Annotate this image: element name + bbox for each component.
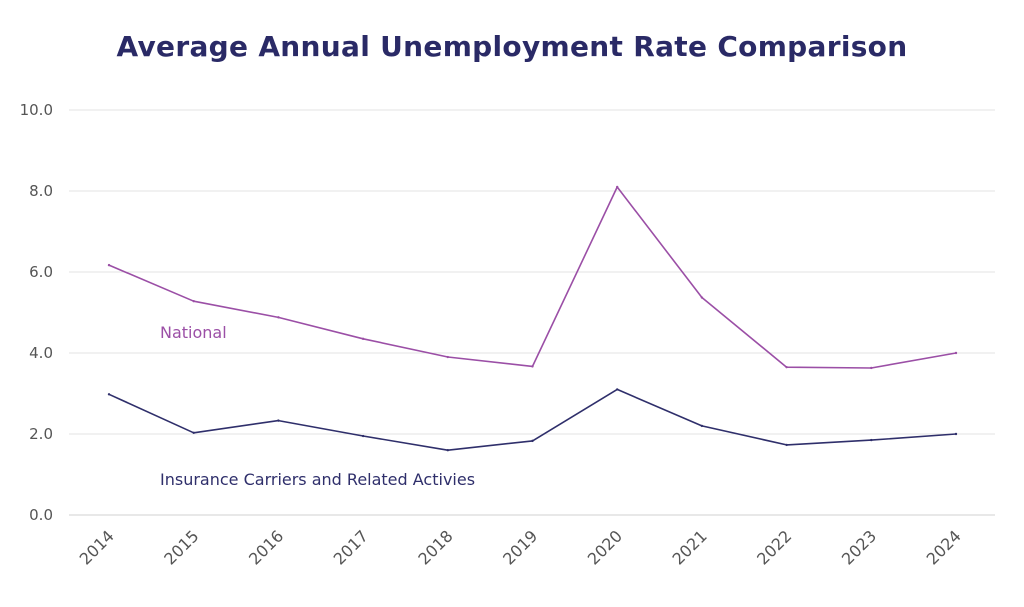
y-tick-label: 2.0 bbox=[29, 425, 53, 443]
data-point bbox=[107, 393, 111, 396]
series-label-insurance: Insurance Carriers and Related Activies bbox=[160, 470, 475, 489]
y-tick-label: 4.0 bbox=[29, 344, 53, 362]
data-point bbox=[277, 316, 280, 319]
x-tick-label: 2016 bbox=[245, 526, 287, 568]
data-point bbox=[785, 365, 788, 369]
data-point bbox=[700, 424, 704, 428]
x-tick-label: 2020 bbox=[584, 526, 626, 568]
data-point bbox=[870, 366, 873, 370]
x-tick-label: 2018 bbox=[414, 526, 456, 568]
data-point bbox=[446, 449, 449, 452]
x-tick-label: 2023 bbox=[838, 526, 880, 568]
data-point bbox=[107, 263, 111, 267]
x-tick-label: 2022 bbox=[753, 526, 795, 568]
data-point bbox=[870, 438, 873, 442]
x-tick-label: 2014 bbox=[76, 526, 118, 568]
data-point bbox=[277, 419, 280, 422]
data-point bbox=[700, 296, 704, 299]
data-point bbox=[785, 443, 788, 447]
series-label-national: National bbox=[160, 323, 227, 342]
data-point bbox=[361, 434, 365, 438]
series-line-national bbox=[108, 186, 957, 369]
x-tick-label: 2015 bbox=[160, 526, 202, 568]
x-tick-label: 2019 bbox=[499, 526, 541, 568]
data-point bbox=[446, 355, 449, 359]
x-tick-label: 2017 bbox=[330, 526, 372, 568]
data-point bbox=[954, 432, 958, 436]
y-tick-label: 0.0 bbox=[29, 506, 53, 524]
x-tick-label: 2021 bbox=[669, 526, 711, 568]
data-point bbox=[616, 185, 619, 189]
y-tick-label: 10.0 bbox=[20, 101, 53, 119]
data-point bbox=[192, 299, 195, 303]
chart-title: Average Annual Unemployment Rate Compari… bbox=[116, 30, 908, 63]
data-point bbox=[954, 351, 958, 355]
data-point bbox=[361, 337, 365, 341]
data-point bbox=[192, 431, 195, 434]
x-tick-label: 2024 bbox=[923, 526, 965, 568]
y-tick-label: 6.0 bbox=[29, 263, 53, 281]
data-point bbox=[531, 439, 534, 443]
y-tick-label: 8.0 bbox=[29, 182, 53, 200]
data-point bbox=[531, 365, 534, 368]
data-point bbox=[616, 388, 619, 391]
